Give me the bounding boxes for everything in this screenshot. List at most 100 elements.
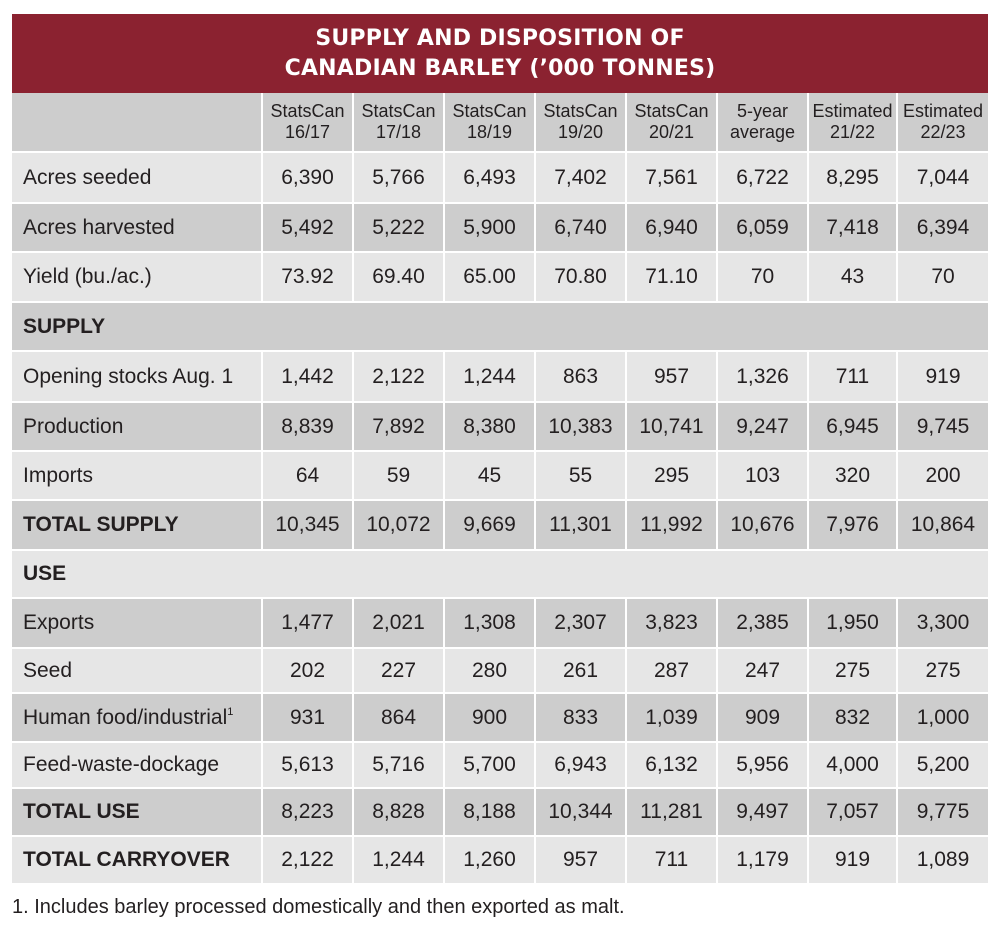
value-cell: 931 <box>263 694 354 743</box>
value-cell: 227 <box>354 649 445 694</box>
row-label: Seed <box>12 649 263 694</box>
row-label: Feed-waste-dockage <box>12 743 263 789</box>
value-cell: 9,247 <box>718 403 809 452</box>
value-cell: 70.80 <box>536 253 627 303</box>
title-line-2: CANADIAN BARLEY (’000 TONNES) <box>284 55 716 81</box>
value-cell: 6,940 <box>627 204 718 253</box>
table-row: Feed-waste-dockage 5,613 5,716 5,700 6,943 6,… <box>12 743 988 789</box>
column-header-source: StatsCan <box>361 101 436 121</box>
value-cell: 1,950 <box>809 599 898 649</box>
value-cell: 5,900 <box>445 204 536 253</box>
value-cell: 1,089 <box>898 837 988 885</box>
value-cell: 1,477 <box>263 599 354 649</box>
section-heading-row: SUPPLY <box>12 303 988 352</box>
value-cell: 5,700 <box>445 743 536 789</box>
value-cell: 320 <box>809 452 898 501</box>
column-header-period: 21/22 <box>829 122 876 142</box>
column-header-row: StatsCan 16/17 StatsCan 17/18 StatsCan 18/19 S… <box>12 93 988 153</box>
value-cell: 10,383 <box>536 403 627 452</box>
row-label-text: USE <box>23 562 67 585</box>
value-cell: 8,839 <box>263 403 354 452</box>
value-cell: 200 <box>898 452 988 501</box>
column-header-source: Estimated <box>812 101 893 121</box>
table-row: Acres seeded 6,390 5,766 6,493 7,402 7,561 6,7… <box>12 153 988 204</box>
column-header: StatsCan 16/17 <box>263 93 354 153</box>
value-cell: 261 <box>536 649 627 694</box>
value-cell: 65.00 <box>445 253 536 303</box>
value-cell: 6,132 <box>627 743 718 789</box>
value-cell: 7,057 <box>809 789 898 837</box>
table-row: Yield (bu./ac.) 73.92 69.40 65.00 70.80 71.10… <box>12 253 988 303</box>
table-row: TOTAL USE 8,223 8,828 8,188 10,344 11,281 9,49… <box>12 789 988 837</box>
column-header-period: 20/21 <box>648 122 695 142</box>
value-cell: 9,745 <box>898 403 988 452</box>
value-cell: 6,722 <box>718 153 809 204</box>
value-cell: 103 <box>718 452 809 501</box>
value-cell: 280 <box>445 649 536 694</box>
value-cell: 70 <box>898 253 988 303</box>
row-label: Acres seeded <box>12 153 263 204</box>
value-cell: 43 <box>809 253 898 303</box>
row-label-text: Seed <box>23 658 73 682</box>
value-cell: 70 <box>718 253 809 303</box>
row-label-text: Acres harvested <box>23 215 175 239</box>
value-cell: 711 <box>627 837 718 885</box>
value-cell: 10,344 <box>536 789 627 837</box>
row-label: Acres harvested <box>12 204 263 253</box>
row-label: TOTAL USE <box>12 789 263 837</box>
value-cell: 6,059 <box>718 204 809 253</box>
row-label-text: Imports <box>23 463 94 487</box>
row-label-text: Acres seeded <box>23 165 152 189</box>
value-cell: 59 <box>354 452 445 501</box>
column-header: StatsCan 18/19 <box>445 93 536 153</box>
column-header: Estimated 22/23 <box>898 93 988 153</box>
table-row: Exports 1,477 2,021 1,308 2,307 3,823 2,385 1,9… <box>12 599 988 649</box>
header-corner-cell <box>12 93 263 153</box>
value-cell: 864 <box>354 694 445 743</box>
value-cell: 711 <box>809 352 898 403</box>
value-cell: 1,244 <box>445 352 536 403</box>
value-cell: 8,223 <box>263 789 354 837</box>
value-cell: 7,976 <box>809 501 898 551</box>
row-label-text: Yield (bu./ac.) <box>23 265 152 288</box>
row-label: Opening stocks Aug. 1 <box>12 352 263 403</box>
value-cell: 7,402 <box>536 153 627 204</box>
value-cell: 3,823 <box>627 599 718 649</box>
column-header: Estimated 21/22 <box>809 93 898 153</box>
value-cell: 957 <box>627 352 718 403</box>
table-row: Imports 64 59 45 55 295 103 320 200 <box>12 452 988 501</box>
value-cell: 832 <box>809 694 898 743</box>
column-header-period: average <box>729 122 796 142</box>
value-cell: 1,179 <box>718 837 809 885</box>
value-cell: 287 <box>627 649 718 694</box>
value-cell: 6,740 <box>536 204 627 253</box>
value-cell: 9,669 <box>445 501 536 551</box>
value-cell: 8,828 <box>354 789 445 837</box>
value-cell: 202 <box>263 649 354 694</box>
column-header-source: StatsCan <box>270 101 345 121</box>
value-cell: 5,613 <box>263 743 354 789</box>
row-label-text: Opening stocks Aug. 1 <box>23 364 234 388</box>
column-header-source: StatsCan <box>634 101 709 121</box>
value-cell: 2,385 <box>718 599 809 649</box>
value-cell: 45 <box>445 452 536 501</box>
value-cell: 247 <box>718 649 809 694</box>
value-cell: 8,380 <box>445 403 536 452</box>
value-cell: 10,072 <box>354 501 445 551</box>
title-line-1: SUPPLY AND DISPOSITION OF <box>315 25 685 51</box>
value-cell: 275 <box>809 649 898 694</box>
row-label-text: TOTAL CARRYOVER <box>23 848 230 871</box>
value-cell: 863 <box>536 352 627 403</box>
row-label: Imports <box>12 452 263 501</box>
value-cell: 5,716 <box>354 743 445 789</box>
column-header-period: 16/17 <box>284 122 331 142</box>
row-label-text: Production <box>23 414 124 438</box>
value-cell: 1,039 <box>627 694 718 743</box>
value-cell: 6,945 <box>809 403 898 452</box>
value-cell: 7,418 <box>809 204 898 253</box>
value-cell: 7,892 <box>354 403 445 452</box>
value-cell: 73.92 <box>263 253 354 303</box>
column-header-period: 22/23 <box>920 122 966 142</box>
table-row: Production 8,839 7,892 8,380 10,383 10,741 9,2… <box>12 403 988 452</box>
row-label-text: TOTAL SUPPLY <box>23 513 179 536</box>
